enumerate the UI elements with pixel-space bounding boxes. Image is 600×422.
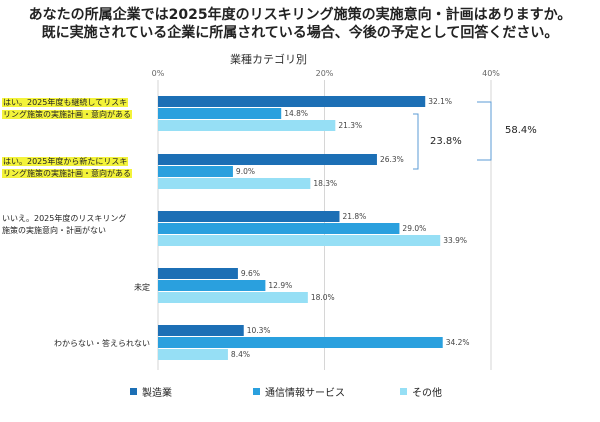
legend-item-other: その他 — [400, 384, 442, 399]
value-label: 10.3% — [247, 326, 271, 335]
value-label: 18.0% — [311, 293, 335, 302]
category-label-line: リング施策の実施計画・意向がある — [2, 110, 132, 119]
bar — [158, 349, 228, 360]
value-label: 18.3% — [313, 179, 337, 188]
outer-bracket-label: 58.4% — [505, 125, 537, 136]
category-label-line: いいえ。2025年度のリスキリング — [2, 214, 127, 223]
bar — [158, 325, 244, 336]
chart-subtitle: 業種カテゴリ別 — [230, 53, 307, 66]
chart-title-line-1: あなたの所属企業では2025年度のリスキリング施策の実施意向・計画はありますか。 — [28, 7, 572, 23]
bar — [158, 96, 426, 107]
x-tick-label: 40% — [482, 69, 500, 78]
category-label: わからない・答えられない — [0, 338, 150, 350]
legend-item-telecom: 通信情報サービス — [253, 384, 345, 399]
category-label-line: わからない・答えられない — [54, 339, 150, 348]
bar — [158, 108, 282, 119]
bar — [158, 154, 377, 165]
value-label: 9.6% — [241, 269, 260, 278]
legend-swatch-other — [400, 388, 407, 395]
bar — [158, 280, 266, 291]
bar — [158, 268, 238, 279]
legend-swatch-telecom — [253, 388, 260, 395]
category-label-line: はい。2025年度から新たにリスキ — [2, 157, 129, 166]
category-label-line: 施策の実施意向・計画がない — [2, 226, 106, 235]
bar — [158, 292, 308, 303]
value-label: 33.9% — [443, 236, 467, 245]
category-label: いいえ。2025年度のリスキリング 施策の実施意向・計画がない — [2, 213, 154, 237]
value-label: 21.3% — [338, 121, 362, 130]
legend-label-telecom: 通信情報サービス — [265, 388, 345, 399]
bar — [158, 223, 400, 234]
value-label: 34.2% — [446, 338, 470, 347]
bar — [158, 120, 336, 131]
inner-bracket — [413, 113, 419, 170]
value-label: 14.8% — [284, 109, 308, 118]
legend-swatch-manufacturing — [130, 388, 137, 395]
outer-bracket — [477, 101, 492, 161]
category-label: はい。2025年度から新たにリスキ リング施策の実施計画・意向がある — [2, 156, 154, 180]
value-label: 26.3% — [380, 155, 404, 164]
category-label-line: はい。2025年度も継続してリスキ — [2, 98, 129, 107]
x-tick-label: 20% — [316, 69, 334, 78]
value-label: 8.4% — [231, 350, 250, 359]
bar — [158, 166, 233, 177]
inner-bracket-label: 23.8% — [430, 136, 462, 147]
value-label: 32.1% — [428, 97, 452, 106]
chart-title-line-2: 既に実施されている企業に所属されている場合、今後の予定として回答ください。 — [41, 25, 559, 41]
bar — [158, 211, 340, 222]
legend-label-manufacturing: 製造業 — [142, 388, 172, 399]
bar — [158, 337, 443, 348]
category-label: 未定 — [0, 282, 150, 294]
legend-label-other: その他 — [412, 388, 442, 399]
bar — [158, 235, 441, 246]
category-label-line: 未定 — [134, 283, 150, 292]
category-label-line: リング施策の実施計画・意向がある — [2, 169, 132, 178]
category-label: はい。2025年度も継続してリスキ リング施策の実施計画・意向がある — [2, 97, 154, 121]
value-label: 21.8% — [342, 212, 366, 221]
x-tick-label: 0% — [152, 69, 165, 78]
bar — [158, 178, 311, 189]
value-label: 29.0% — [402, 224, 426, 233]
legend-item-manufacturing: 製造業 — [130, 384, 172, 399]
value-label: 9.0% — [236, 167, 255, 176]
value-label: 12.9% — [268, 281, 292, 290]
